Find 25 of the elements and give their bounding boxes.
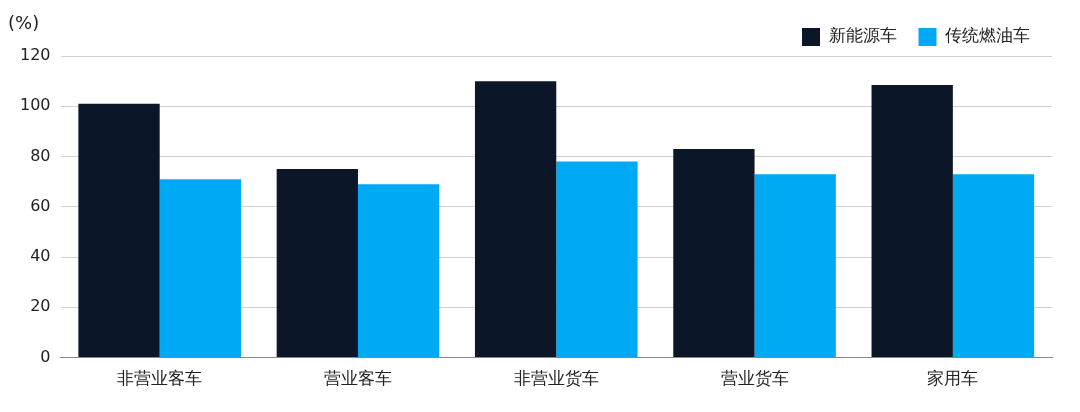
- x-tick-label: 营业客车: [323, 368, 392, 389]
- bar: [556, 161, 638, 358]
- y-tick-label: 20: [30, 296, 51, 316]
- y-tick-label: 80: [30, 145, 51, 165]
- bar: [276, 169, 358, 358]
- y-tick-label: 60: [30, 195, 51, 215]
- x-tick-label: 家用车: [927, 368, 979, 389]
- y-tick-label: 40: [30, 246, 51, 266]
- bar: [159, 179, 241, 358]
- bar: [952, 174, 1035, 358]
- y-tick-label: 100: [19, 95, 51, 115]
- y-axis-title: (%): [8, 11, 40, 33]
- bar: [474, 81, 557, 358]
- legend-label: 传统燃油车: [945, 25, 1030, 46]
- x-tick-label: 非营业货车: [513, 368, 599, 389]
- y-tick-label: 0: [40, 346, 51, 366]
- legend-label: 新能源车: [828, 25, 897, 46]
- bar: [357, 184, 440, 358]
- x-tick-label: 非营业客车: [117, 368, 203, 389]
- bar: [78, 103, 160, 358]
- bar: [754, 174, 836, 358]
- y-tick-label: 120: [19, 45, 51, 65]
- bar: [871, 84, 953, 358]
- bar: [673, 148, 755, 358]
- x-tick-label: 营业货车: [720, 368, 789, 389]
